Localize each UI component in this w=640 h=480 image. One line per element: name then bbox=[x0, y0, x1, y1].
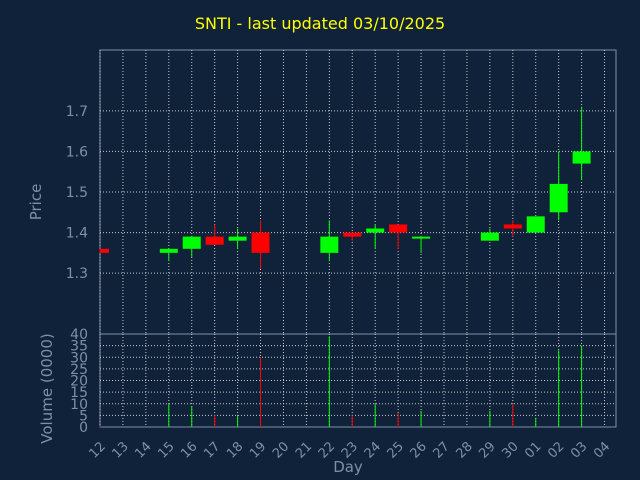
x-tick-label: 29 bbox=[476, 439, 498, 461]
price-axis-label: Price bbox=[27, 184, 45, 221]
x-tick-label: 02 bbox=[545, 439, 567, 461]
x-tick-label: 15 bbox=[155, 439, 177, 461]
x-tick-label: 16 bbox=[178, 439, 200, 461]
candle-body bbox=[389, 224, 408, 233]
x-tick-label: 14 bbox=[132, 439, 154, 461]
x-tick-label: 03 bbox=[568, 439, 590, 461]
volume-tick-label: 0 bbox=[79, 420, 88, 436]
candle-body bbox=[549, 183, 568, 213]
candle-body bbox=[572, 151, 591, 164]
candle-body bbox=[228, 236, 247, 241]
x-tick-label: 13 bbox=[109, 439, 131, 461]
x-tick-label: 21 bbox=[293, 439, 315, 461]
candle-body bbox=[251, 232, 270, 253]
candle-body bbox=[205, 236, 224, 245]
x-tick-label: 27 bbox=[431, 439, 453, 461]
volume-tick-label: 35 bbox=[70, 339, 88, 355]
x-tick-label: 12 bbox=[87, 439, 109, 461]
x-tick-label: 17 bbox=[201, 439, 223, 461]
x-tick-label: 18 bbox=[224, 439, 246, 461]
candle-body bbox=[320, 236, 339, 253]
candle-body bbox=[182, 236, 201, 249]
price-tick-label: 1.3 bbox=[66, 266, 88, 282]
volume-tick-label: 5 bbox=[79, 408, 88, 424]
price-tick-label: 1.5 bbox=[66, 185, 88, 201]
x-tick-label: 28 bbox=[453, 439, 475, 461]
x-tick-label: 25 bbox=[385, 439, 407, 461]
candle-body bbox=[366, 228, 385, 233]
volume-tick-label: 25 bbox=[70, 362, 88, 378]
x-tick-label: 20 bbox=[270, 439, 292, 461]
volume-tick-label: 30 bbox=[70, 350, 88, 366]
candle-body bbox=[480, 232, 499, 241]
volume-tick-label: 10 bbox=[70, 397, 88, 413]
x-tick-label: 30 bbox=[499, 439, 521, 461]
volume-tick-label: 15 bbox=[70, 385, 88, 401]
x-axis-label: Day bbox=[333, 458, 363, 476]
x-tick-label: 19 bbox=[247, 439, 269, 461]
candle-body bbox=[412, 236, 431, 239]
candle-body bbox=[100, 248, 109, 253]
price-tick-label: 1.4 bbox=[66, 226, 88, 242]
chart-title: SNTI - last updated 03/10/2025 bbox=[194, 14, 446, 33]
x-tick-label: 04 bbox=[591, 439, 613, 461]
candle-body bbox=[503, 224, 522, 229]
x-tick-label: 01 bbox=[522, 439, 544, 461]
x-tick-label: 24 bbox=[362, 439, 384, 461]
volume-axis-label: Volume (0000) bbox=[38, 333, 56, 443]
candle-body bbox=[343, 232, 362, 237]
candle-body bbox=[159, 248, 178, 253]
price-tick-label: 1.7 bbox=[66, 104, 88, 120]
candle-body bbox=[526, 216, 545, 233]
x-tick-label: 26 bbox=[408, 439, 430, 461]
volume-tick-label: 20 bbox=[70, 374, 88, 390]
volume-tick-label: 40 bbox=[70, 327, 88, 343]
price-tick-label: 1.6 bbox=[66, 144, 88, 160]
